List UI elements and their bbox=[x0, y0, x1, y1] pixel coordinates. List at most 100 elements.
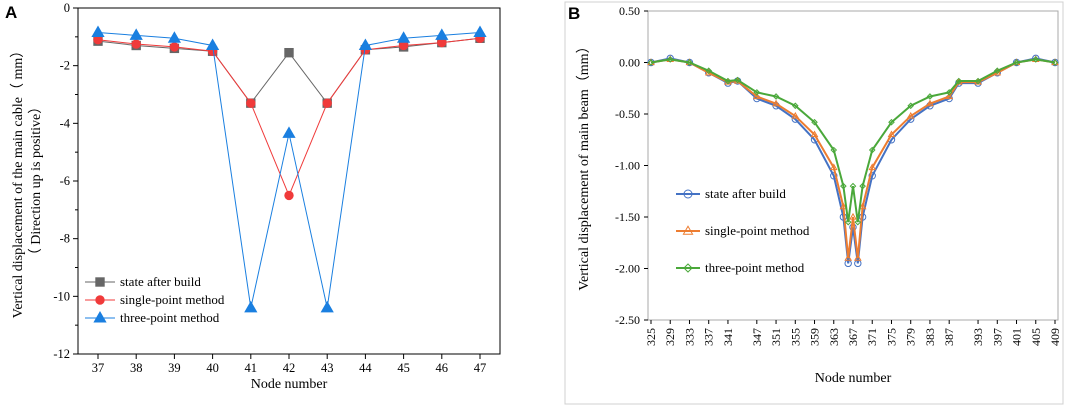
panel-a-xtick-label: 37 bbox=[92, 361, 105, 375]
panel-a-legend-label: three-point method bbox=[120, 310, 220, 325]
panel-a-point-2 bbox=[473, 25, 487, 38]
panel-b-xtick-label: 379 bbox=[904, 328, 918, 346]
panel-b-point-2 bbox=[840, 182, 847, 190]
panel-b-ytick-label: -0.50 bbox=[615, 107, 640, 121]
panel-a-legend-marker bbox=[93, 310, 107, 323]
panel-a-chart: 0 -2 -4 -6 -8 -10 -12 37 38 39 40 41 42 43 44 45 46 47 No… bbox=[10, 1, 501, 392]
panel-b-legend: state after build single-point method thre… bbox=[676, 186, 810, 275]
panel-b-xtick-label: 371 bbox=[865, 328, 879, 346]
panel-b-xtick-label: 325 bbox=[644, 328, 658, 346]
panel-b-xtick-label: 363 bbox=[827, 328, 841, 346]
panel-b-point-2 bbox=[955, 77, 963, 85]
panel-a-xtick-label: 42 bbox=[283, 361, 296, 375]
panel-a-xtick-label: 41 bbox=[245, 361, 258, 375]
panel-a-legend-label: state after build bbox=[120, 274, 201, 289]
panel-a-xtick-label: 46 bbox=[436, 361, 449, 375]
panel-b-point-2 bbox=[868, 146, 876, 154]
panel-a-point-2 bbox=[91, 25, 105, 38]
panel-b-xtick-label: 329 bbox=[663, 328, 677, 346]
panel-b-legend-label: three-point method bbox=[705, 260, 805, 275]
panel-a-point-2 bbox=[205, 38, 220, 50]
panel-b-point-1 bbox=[906, 111, 915, 119]
panel-a-point-2 bbox=[358, 38, 373, 50]
panel-b-series-line-1 bbox=[650, 58, 1056, 259]
panel-b-point-1 bbox=[887, 130, 896, 138]
panel-b-point-1 bbox=[858, 202, 867, 210]
panel-a-point-2 bbox=[320, 300, 334, 313]
panel-b-xtick-label: 355 bbox=[788, 328, 802, 346]
panel-b-chart: 0.50 0.00 -0.50 -1.00 -1.50 -2.00 -2.50 325 329 3… bbox=[576, 4, 1062, 386]
panel-b-point-2 bbox=[888, 118, 895, 126]
panel-b-series-line-2 bbox=[650, 58, 1056, 223]
panel-b-ytick-label: -2.50 bbox=[615, 313, 640, 327]
panel-b-xtick-label: 367 bbox=[846, 328, 860, 346]
panel-b-point-2 bbox=[854, 218, 862, 226]
panel-b-xtick-label: 347 bbox=[750, 328, 764, 346]
panel-a-ylabel: Vertical displacement of the main cable（… bbox=[10, 44, 26, 318]
panel-b-point-2 bbox=[1032, 56, 1040, 63]
panel-b-legend-label: state after build bbox=[705, 186, 786, 201]
panel-b-xtick-label: 333 bbox=[682, 328, 696, 346]
panel-b-point-1 bbox=[853, 254, 862, 261]
panel-a-xtick-label: 40 bbox=[206, 361, 219, 375]
panel-a-point-2 bbox=[282, 126, 296, 138]
panel-a-point-1 bbox=[246, 98, 256, 108]
panel-b-point-2 bbox=[811, 118, 818, 126]
panel-b-point-1 bbox=[829, 163, 838, 171]
panel-b-point-2 bbox=[1013, 59, 1020, 66]
panel-b-point-2 bbox=[724, 77, 732, 85]
panel-b-legend-marker bbox=[683, 189, 693, 199]
panel-b-point-1 bbox=[839, 202, 848, 210]
panel-b-xtick-label: 341 bbox=[721, 328, 735, 346]
panel-b-point-2 bbox=[734, 76, 741, 84]
panel-b-point-2 bbox=[830, 146, 838, 154]
panel-b-xtick-label: 359 bbox=[808, 328, 822, 346]
panel-a-point-2 bbox=[129, 28, 143, 40]
panel-b-ylabel: Vertical displacement of main beam（mm） bbox=[576, 39, 592, 290]
panel-a-point-2 bbox=[435, 28, 449, 40]
panel-b-point-2 bbox=[844, 218, 852, 226]
panel-b-ytick-label: 0.50 bbox=[619, 4, 640, 18]
panel-b-point-0 bbox=[830, 172, 838, 180]
panel-a-xtick-label: 44 bbox=[359, 361, 372, 375]
panel-a-letter: A bbox=[5, 3, 17, 22]
panel-a-xtick-label: 47 bbox=[474, 361, 487, 375]
panel-b-point-2 bbox=[1051, 59, 1059, 66]
panel-a-legend-marker bbox=[95, 295, 105, 305]
panel-a-series-line-1 bbox=[97, 37, 481, 197]
panel-b-point-2 bbox=[666, 56, 674, 63]
panel-a-legend-marker bbox=[95, 277, 105, 287]
panel-b-ytick-label: -1.00 bbox=[615, 159, 640, 173]
panel-a-ytick-label: -4 bbox=[60, 116, 71, 130]
panel-a-point-2 bbox=[396, 31, 411, 43]
panel-b-point-2 bbox=[993, 67, 1001, 75]
panel-b-letter: B bbox=[568, 4, 580, 23]
panel-b-point-2 bbox=[849, 182, 857, 190]
panel-b-xlabel: Node number bbox=[815, 371, 892, 386]
panel-b-xtick-label: 409 bbox=[1048, 328, 1062, 346]
panel-b-xtick-label: 375 bbox=[884, 328, 898, 346]
panel-b-point-2 bbox=[753, 89, 761, 96]
panel-a-point-2 bbox=[244, 300, 258, 313]
panel-b-point-1 bbox=[926, 99, 934, 107]
panel-b-point-1 bbox=[752, 92, 761, 100]
panel-a-legend-label: single-point method bbox=[120, 292, 225, 307]
panel-b-ytick-label: 0.00 bbox=[619, 56, 640, 70]
panel-b-point-1 bbox=[810, 130, 819, 138]
panel-b-point-1 bbox=[868, 163, 877, 171]
panel-b-point-2 bbox=[772, 93, 780, 100]
panel-b-point-2 bbox=[791, 102, 799, 110]
panel-a-point-1 bbox=[169, 42, 180, 52]
panel-b-point-0 bbox=[868, 172, 876, 180]
panel-b-legend-marker bbox=[683, 263, 693, 273]
panel-b-xtick-label: 405 bbox=[1029, 328, 1043, 346]
panel-b-point-2 bbox=[859, 182, 866, 190]
panel-a-point-0 bbox=[284, 47, 294, 58]
panel-b-ytick-label: -2.00 bbox=[615, 262, 640, 276]
panel-b-xtick-label: 351 bbox=[769, 328, 783, 346]
panel-b-xtick-label: 387 bbox=[942, 328, 956, 346]
panel-b-point-2 bbox=[974, 77, 982, 85]
panel-b-legend-label: single-point method bbox=[705, 223, 810, 238]
panel-b-point-2 bbox=[926, 93, 934, 100]
